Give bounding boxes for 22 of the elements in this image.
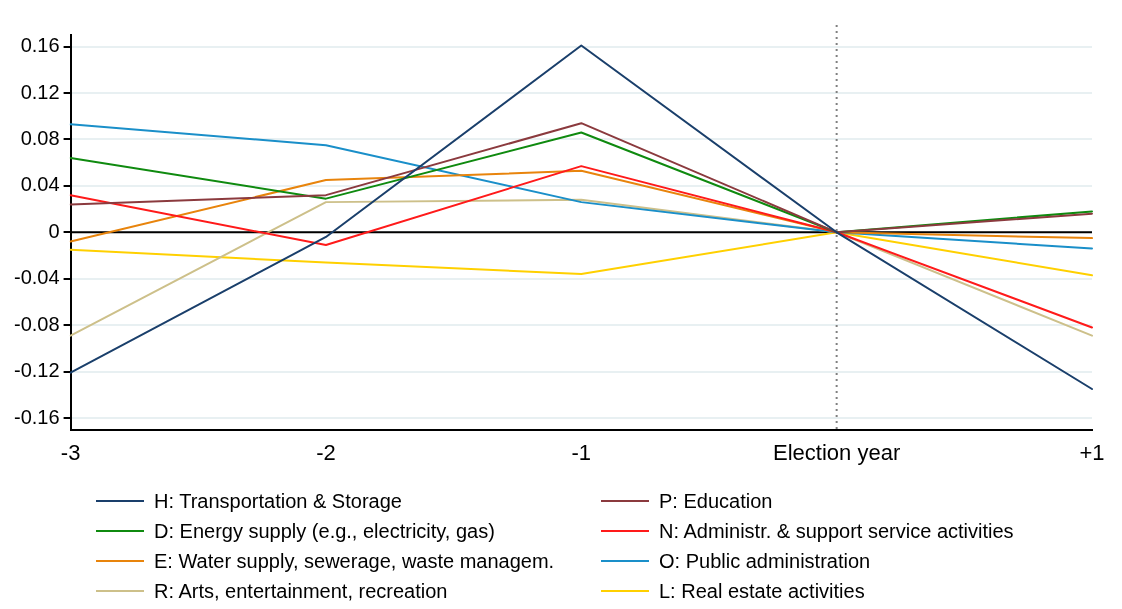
y-tick-label: -0.12 <box>13 359 60 382</box>
x-tick-label: -3 <box>60 439 81 465</box>
y-tick-label: 0.08 <box>20 126 60 149</box>
x-tick-label: Election year <box>773 439 901 465</box>
x-tick-label: -1 <box>571 439 592 465</box>
y-tick-label: 0.16 <box>20 34 60 57</box>
y-tick-label: 0 <box>48 219 60 242</box>
y-tick-label: -0.16 <box>13 405 60 428</box>
legend-label: D: Energy supply (e.g., electricity, gas) <box>154 519 495 543</box>
legend-label: E: Water supply, sewerage, waste managem. <box>154 549 555 573</box>
y-tick-label: -0.04 <box>13 266 60 289</box>
x-tick-label: +1 <box>1079 439 1105 465</box>
x-tick-label: -2 <box>316 439 336 465</box>
y-tick-label: 0.12 <box>20 80 60 103</box>
legend-label: P: Education <box>659 489 773 513</box>
legend-label: O: Public administration <box>659 549 871 573</box>
legend-label: R: Arts, entertainment, recreation <box>154 579 448 603</box>
legend-label: N: Administr. & support service activities <box>659 519 1014 543</box>
y-tick-label: 0.04 <box>20 173 60 196</box>
y-tick-label: -0.08 <box>13 312 60 335</box>
legend-label: H: Transportation & Storage <box>154 489 402 513</box>
legend-label: L: Real estate activities <box>659 579 865 603</box>
